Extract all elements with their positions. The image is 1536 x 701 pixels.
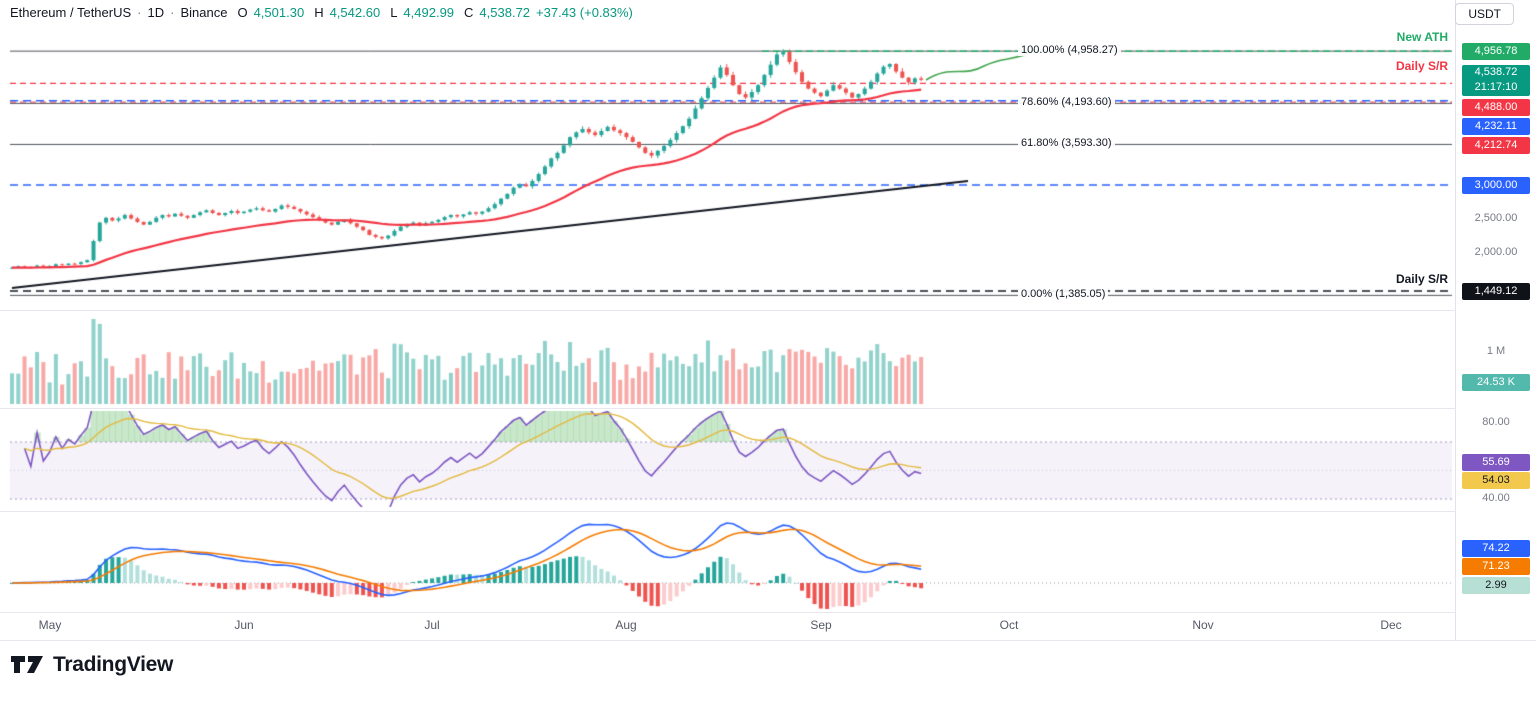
daily-sr-bottom-label[interactable]: Daily S/R bbox=[1395, 272, 1448, 286]
month-label-nov: Nov bbox=[1192, 618, 1214, 632]
rsi-grid-80: 80.00 bbox=[1482, 416, 1510, 428]
separator: · bbox=[170, 5, 175, 20]
tradingview-logo-text: TradingView bbox=[53, 653, 174, 676]
hist-badge: 2.99 bbox=[1462, 577, 1530, 594]
month-label-may: May bbox=[38, 618, 62, 632]
month-label-aug: Aug bbox=[615, 618, 637, 632]
time-axis[interactable]: May Jun Jul Aug Sep Oct Nov Dec bbox=[0, 612, 1455, 640]
volume-grid-1m: 1 M bbox=[1486, 345, 1506, 357]
month-label-dec: Dec bbox=[1380, 618, 1402, 632]
rsi-ma-badge: 54.03 bbox=[1462, 472, 1530, 489]
volume-badge: 24.53 K bbox=[1462, 374, 1530, 391]
month-label-jun: Jun bbox=[234, 618, 254, 632]
daily-sr-top-label[interactable]: Daily S/R bbox=[1395, 59, 1448, 73]
currency-toggle-button[interactable]: USDT bbox=[1455, 3, 1514, 25]
blue-mid-badge: 4,232.11 bbox=[1462, 118, 1530, 135]
fib-label-618[interactable]: 61.80% (3,593.30) bbox=[1018, 137, 1115, 149]
signal-badge: 71.23 bbox=[1462, 558, 1530, 575]
pane-separator-rsi[interactable] bbox=[0, 408, 1536, 409]
ath-price-badge: 4,956.78 bbox=[1462, 43, 1530, 60]
close-label: C bbox=[464, 5, 474, 20]
blue-low-badge: 3,000.00 bbox=[1462, 177, 1530, 194]
high-value: 4,542.60 bbox=[329, 5, 381, 20]
pane-separator-volume[interactable] bbox=[0, 310, 1536, 311]
low-label: L bbox=[390, 5, 398, 20]
open-label: O bbox=[237, 5, 248, 20]
chart-bottom-border bbox=[0, 640, 1536, 641]
red-mid-badge: 4,212.74 bbox=[1462, 137, 1530, 154]
symbol-name[interactable]: Ethereum / TetherUS bbox=[10, 5, 132, 20]
grid-price-2500: 2,500.00 bbox=[1474, 212, 1518, 224]
last-price-value: 4,538.72 bbox=[1474, 66, 1518, 78]
month-label-sep: Sep bbox=[810, 618, 832, 632]
interval-label[interactable]: 1D bbox=[147, 5, 165, 20]
pane-separator-macd[interactable] bbox=[0, 511, 1536, 512]
fib-label-786[interactable]: 78.60% (4,193.60) bbox=[1018, 96, 1115, 108]
grid-price-2000: 2,000.00 bbox=[1474, 246, 1518, 258]
macd-badge: 74.22 bbox=[1462, 540, 1530, 557]
new-ath-label[interactable]: New ATH bbox=[1396, 30, 1448, 44]
last-price-badge: 4,538.72 21:17:10 bbox=[1462, 65, 1530, 96]
fib-label-100[interactable]: 100.00% (4,958.27) bbox=[1018, 44, 1121, 56]
price-axis-separator bbox=[1455, 0, 1456, 640]
time-axis-separator bbox=[0, 612, 1536, 613]
high-label: H bbox=[314, 5, 324, 20]
tradingview-logo[interactable]: TradingView bbox=[10, 652, 173, 678]
rsi-grid-40: 40.00 bbox=[1482, 492, 1510, 504]
price-axis[interactable]: 4,956.78 4,538.72 21:17:10 4,488.00 4,23… bbox=[1456, 0, 1536, 640]
sr-upper-badge: 4,488.00 bbox=[1462, 99, 1530, 116]
close-value: 4,538.72 bbox=[479, 5, 531, 20]
open-value: 4,501.30 bbox=[253, 5, 305, 20]
exchange-label: Binance bbox=[180, 5, 228, 20]
bar-countdown: 21:17:10 bbox=[1474, 81, 1518, 93]
month-label-oct: Oct bbox=[999, 618, 1019, 632]
low-value: 4,492.99 bbox=[403, 5, 455, 20]
fib-label-0[interactable]: 0.00% (1,385.05) bbox=[1018, 288, 1109, 300]
rsi-badge: 55.69 bbox=[1462, 454, 1530, 471]
change-value: +37.43 (+0.83%) bbox=[536, 5, 633, 20]
separator: · bbox=[137, 5, 142, 20]
black-low-badge: 1,449.12 bbox=[1462, 283, 1530, 300]
chart-legend: Ethereum / TetherUS · 1D · Binance O 4,50… bbox=[10, 5, 633, 20]
month-label-jul: Jul bbox=[424, 618, 440, 632]
tradingview-logo-icon bbox=[11, 656, 43, 673]
